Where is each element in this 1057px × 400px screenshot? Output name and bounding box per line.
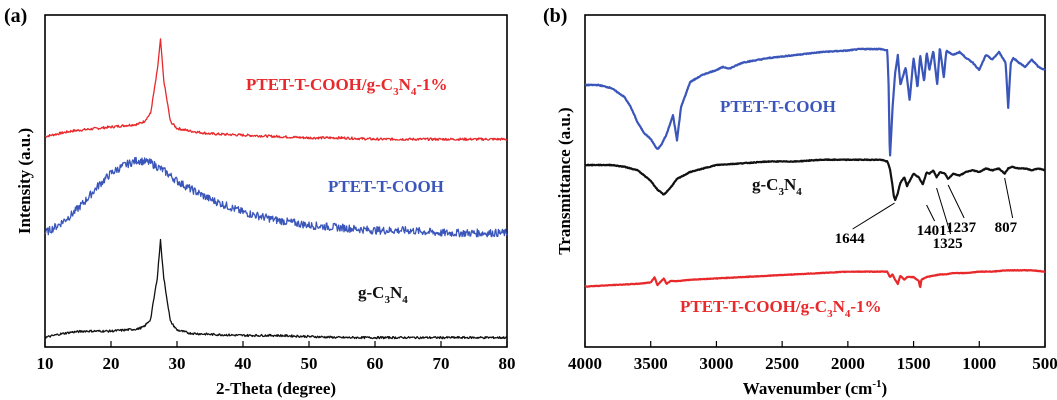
series-line (44, 156, 508, 238)
panel-b-label: (b) (543, 5, 567, 27)
panel-b-frame (584, 14, 1046, 348)
panel-a-frame (44, 14, 508, 348)
x-tick-label: 3500 (634, 354, 668, 373)
panel-a-series-label-ptet: PTET-T-COOH (328, 177, 444, 196)
peak-label: 807 (995, 220, 1018, 236)
panel-a-series-label-composite: PTET-T-COOH/g-C3N4-1% (246, 75, 448, 98)
panel-a-y-axis-title: Intensity (a.u.) (15, 128, 34, 234)
x-tick-label: 70 (433, 354, 450, 373)
peak-label: 1325 (933, 236, 963, 252)
panel-a-label: (a) (4, 5, 27, 27)
panel-b-x-axis-title: Wavenumber (cm-1) (743, 378, 887, 398)
peak-pointer (926, 204, 936, 222)
peak-label: 1644 (835, 231, 866, 247)
x-tick-label: 10 (37, 354, 54, 373)
peak-label: 1401 (917, 223, 947, 239)
panel-b-curves (584, 47, 1046, 289)
x-tick-label: 3000 (699, 354, 733, 373)
panel-a: (a) 10 20 30 40 50 60 70 80 2-Theta (degree) In… (4, 5, 516, 398)
panel-b-series-label-gcn: g-C3N4 (752, 175, 802, 198)
x-tick-label: 500 (1032, 354, 1057, 373)
panel-b-x-ticks: 4000 3500 3000 2500 2000 1500 1000 500 (568, 341, 1057, 373)
x-tick-label: 1500 (897, 354, 931, 373)
panel-b-series-label-ptet: PTET-T-COOH (720, 97, 836, 116)
series-line (584, 158, 1046, 202)
peak-pointer (1004, 177, 1014, 219)
panel-b-series-label-composite: PTET-T-COOH/g-C3N4-1% (680, 297, 882, 320)
panel-a-curves (44, 38, 508, 340)
peak-pointer (852, 202, 895, 230)
peak-label: 1237 (946, 220, 977, 236)
series-line (584, 47, 1046, 157)
x-tick-label: 4000 (568, 354, 602, 373)
series-line (44, 238, 508, 340)
x-tick-label: 60 (367, 354, 384, 373)
x-tick-label: 40 (235, 354, 252, 373)
x-tick-label: 1000 (962, 354, 996, 373)
panel-b: (b) 4000 3500 3000 2500 2000 1500 1000 500 1644… (543, 5, 1057, 398)
x-tick-label: 30 (169, 354, 186, 373)
series-line (584, 268, 1046, 289)
panel-a-x-axis-title: 2-Theta (degree) (216, 379, 336, 398)
x-tick-label: 20 (103, 354, 120, 373)
peak-pointer (947, 184, 965, 219)
x-tick-label: 2000 (831, 354, 865, 373)
x-tick-label: 80 (499, 354, 516, 373)
panel-a-series-label-gcn: g-C3N4 (358, 283, 408, 306)
panel-a-x-ticks: 10 20 30 40 50 60 70 80 (37, 341, 516, 373)
x-tick-label: 50 (301, 354, 318, 373)
peak-pointer (936, 187, 952, 235)
x-tick-label: 2500 (765, 354, 799, 373)
series-line (44, 38, 508, 142)
panel-b-y-axis-title: Transmittance (a.u.) (555, 107, 574, 254)
